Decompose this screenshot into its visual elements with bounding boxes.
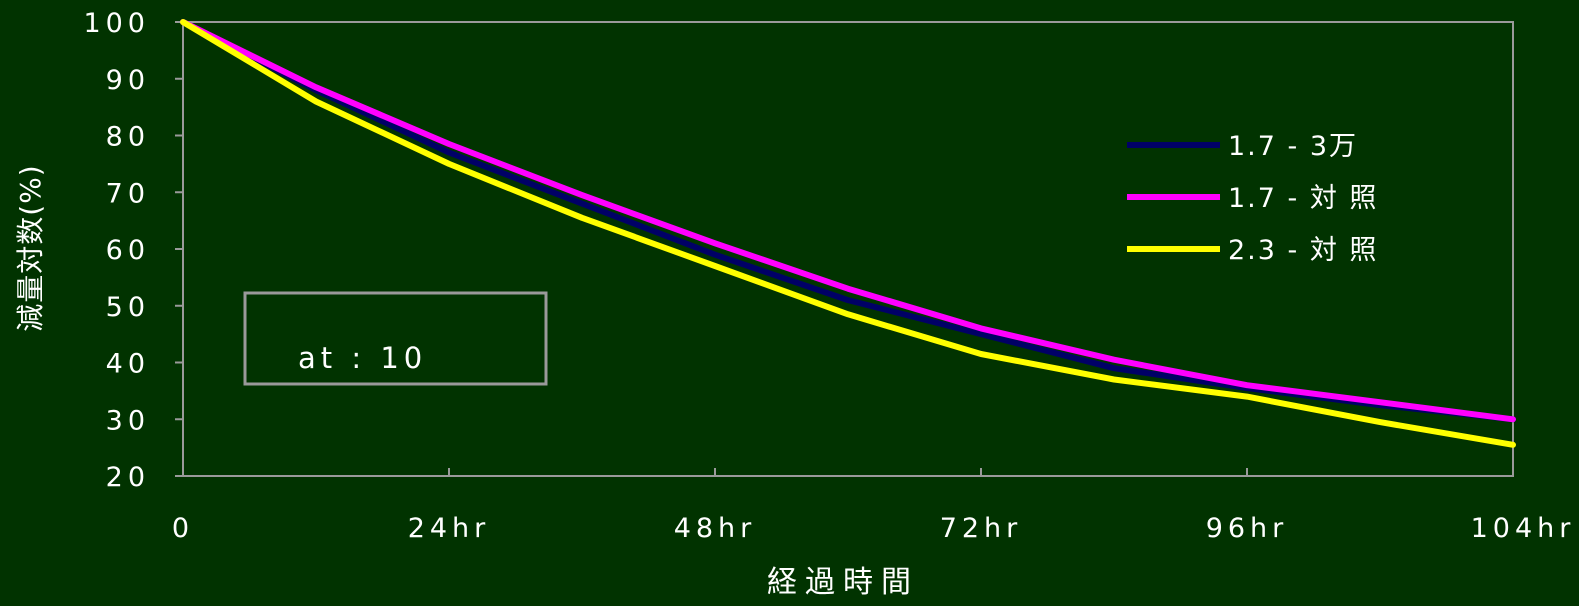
y-tick-label: 30 <box>106 405 150 436</box>
x-tick-label: 104hr <box>1471 513 1576 544</box>
series-line-2 <box>180 19 1516 423</box>
legend-label: 2.3 - 対 照 <box>1228 235 1378 266</box>
series-line-3 <box>180 19 1516 448</box>
y-tick-label: 50 <box>106 292 150 323</box>
x-axis-label: 経過時間 <box>767 565 919 600</box>
annotation-box <box>243 291 548 386</box>
legend-label: 1.7 - 対 照 <box>1228 183 1378 214</box>
y-tick-label: 20 <box>106 462 150 493</box>
x-tick-label: 96hr <box>1206 513 1289 544</box>
annotation-text: at : 10 <box>298 341 427 375</box>
legend-label: 1.7 - 3万 <box>1228 131 1358 162</box>
plot-area <box>182 21 1514 477</box>
y-tick-label: 40 <box>106 349 150 380</box>
x-tick-label: 48hr <box>674 513 757 544</box>
y-tick-label: 90 <box>106 65 150 96</box>
y-tick-label: 60 <box>106 235 150 266</box>
y-tick-label: 100 <box>83 8 150 39</box>
y-tick-label: 70 <box>106 178 150 209</box>
y-axis-label: 減量対数(%) <box>14 164 47 331</box>
y-tick-label: 80 <box>106 122 150 153</box>
x-tick-label: 0 <box>172 513 194 544</box>
x-tick-label: 24hr <box>408 513 491 544</box>
x-tick-label: 72hr <box>940 513 1023 544</box>
